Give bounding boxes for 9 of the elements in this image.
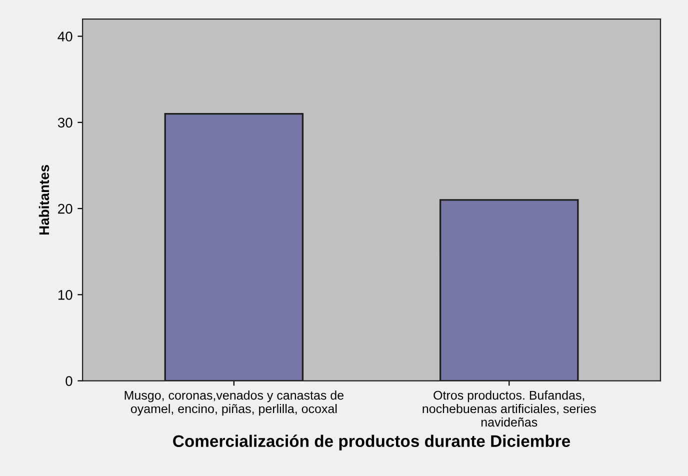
y-tick-label: 40 [58,32,72,42]
y-tick-label: 20 [58,204,72,214]
y-axis-title: Habitantes [38,164,50,234]
y-tick-label: 0 [66,376,72,386]
y-tick-label: 10 [58,290,72,300]
y-tick-label: 30 [58,118,72,128]
x-tick-label: Musgo, coronas,venados y canastas de oyamel, encino, piñas, perlilla, ocoxal [124,390,344,416]
x-tick-label: Otros productos. Bufandas, nochebuenas artificiales, series navideñas [422,390,596,427]
x-axis-title: Comercialización de productos durante Diciembre [173,434,570,450]
